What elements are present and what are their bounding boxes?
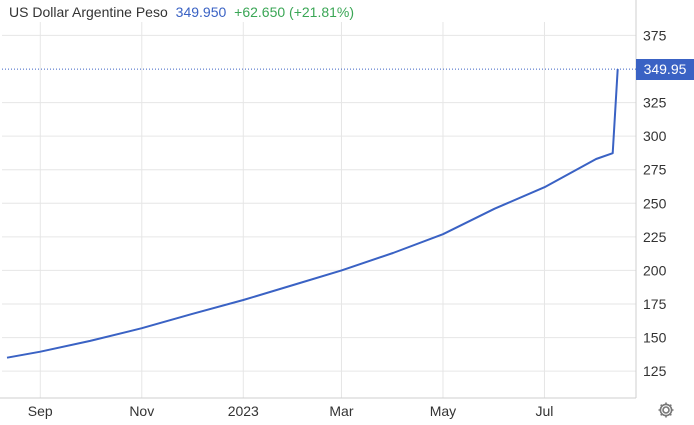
grid — [2, 22, 636, 398]
y-tick-label: 200 — [643, 262, 667, 278]
y-tick-label: 375 — [643, 27, 667, 43]
current-price: 349.950 — [175, 4, 227, 20]
y-tick-label: 325 — [643, 95, 667, 111]
last-price-badge: 349.95 — [636, 58, 694, 80]
y-tick-label: 125 — [643, 363, 667, 379]
gear-icon[interactable] — [656, 400, 676, 420]
axes — [0, 0, 637, 399]
x-tick-label: Sep — [28, 403, 53, 419]
x-tick-label: Mar — [329, 403, 353, 419]
x-tick-label: Nov — [129, 403, 154, 419]
y-tick-label: 275 — [643, 162, 667, 178]
y-tick-label: 250 — [643, 195, 667, 211]
series-line — [6, 69, 619, 359]
x-tick-label: May — [430, 403, 456, 419]
x-tick-label: 2023 — [228, 403, 259, 419]
x-tick-label: Jul — [536, 403, 554, 419]
price-change: +62.650 (+21.81%) — [234, 4, 355, 20]
y-tick-label: 175 — [643, 296, 667, 312]
chart-header: US Dollar Argentine Peso 349.950 +62.650… — [9, 4, 358, 20]
tick-labels: 125 150 175 200 225 250 275 300 325 375 Sep Nov 2023… — [28, 27, 667, 419]
y-tick-label: 150 — [643, 330, 667, 346]
instrument-title: US Dollar Argentine Peso — [9, 4, 168, 20]
y-tick-label: 225 — [643, 229, 667, 245]
series-layer — [2, 68, 636, 359]
y-tick-label: 300 — [643, 128, 667, 144]
